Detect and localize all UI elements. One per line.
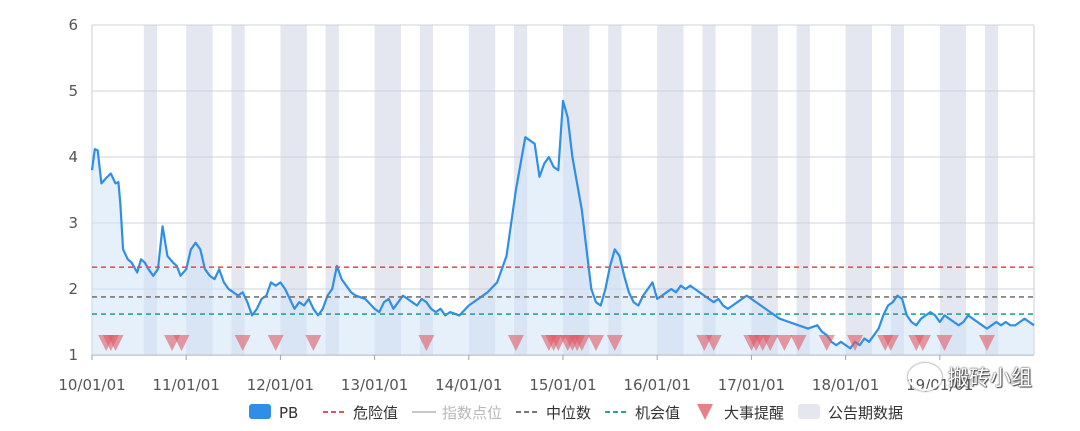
legend-swatch: [798, 404, 820, 419]
y-tick-label: 5: [68, 82, 78, 100]
announcement-band: [985, 25, 999, 355]
announcement-band: [939, 25, 967, 355]
wechat-logo-icon: [908, 363, 942, 391]
y-tick-label: 1: [68, 346, 78, 364]
event-marker: [818, 335, 835, 351]
legend-item[interactable]: 大事提醒: [697, 404, 784, 422]
x-tick-label: 15/01/01: [529, 376, 596, 394]
legend-label: 指数点位: [442, 404, 502, 422]
event-marker: [305, 335, 322, 351]
legend-label: 危险值: [353, 404, 398, 422]
event-marker: [762, 335, 779, 351]
legend-item[interactable]: 公告期数据: [798, 404, 903, 422]
legend-item[interactable]: PB: [249, 404, 298, 422]
event-marker: [606, 335, 623, 351]
legend-label: 公告期数据: [828, 404, 903, 422]
legend-label: PB: [279, 404, 298, 422]
pb-area: [92, 100, 1034, 356]
x-tick-label: 16/01/01: [624, 376, 691, 394]
announcement-band: [231, 25, 245, 355]
announcement-band: [890, 25, 905, 355]
pb-line: [90, 99, 1035, 350]
event-marker: [234, 335, 251, 351]
announcement-band: [419, 25, 434, 355]
watermark-text: 搬砖小组: [948, 366, 1032, 390]
x-tick-label: 17/01/01: [718, 376, 785, 394]
announcement-band: [796, 25, 810, 355]
event-marker: [847, 335, 864, 351]
event-marker: [173, 335, 190, 351]
event-marker: [573, 335, 590, 351]
legend-label: 机会值: [635, 404, 680, 422]
event-marker: [705, 335, 722, 351]
event-marker: [790, 335, 807, 351]
y-tick-label: 2: [68, 280, 78, 298]
x-tick-label: 14/01/01: [435, 376, 502, 394]
event-marker: [914, 335, 931, 351]
watermark: 搬砖小组: [908, 362, 1032, 392]
legend-item[interactable]: 指数点位: [412, 404, 502, 422]
y-tick-label: 6: [68, 16, 78, 34]
x-tick-label: 18/01/01: [812, 376, 879, 394]
event-marker: [936, 335, 953, 351]
announcement-band: [751, 25, 778, 355]
announcement-band: [845, 25, 872, 355]
legend-item[interactable]: 机会值: [605, 404, 680, 422]
x-tick-label: 12/01/01: [247, 376, 314, 394]
x-tick-label: 11/01/01: [153, 376, 220, 394]
event-marker: [776, 335, 793, 351]
y-tick-label: 3: [68, 214, 78, 232]
event-marker: [882, 335, 899, 351]
event-marker: [267, 335, 284, 351]
legend-item[interactable]: 中位数: [516, 404, 591, 422]
event-marker: [587, 335, 604, 351]
legend-label: 大事提醒: [724, 404, 784, 422]
event-marker: [507, 335, 524, 351]
legend-swatch: [249, 404, 271, 419]
legend-item[interactable]: 危险值: [323, 404, 398, 422]
event-marker: [107, 335, 124, 351]
legend-label: 中位数: [546, 404, 591, 422]
legend-swatch: [697, 404, 713, 420]
x-tick-label: 13/01/01: [341, 376, 408, 394]
x-tick-label: 10/01/01: [58, 376, 125, 394]
event-marker: [418, 335, 435, 351]
announcement-band: [702, 25, 716, 355]
event-marker: [978, 335, 995, 351]
y-tick-label: 4: [68, 148, 78, 166]
